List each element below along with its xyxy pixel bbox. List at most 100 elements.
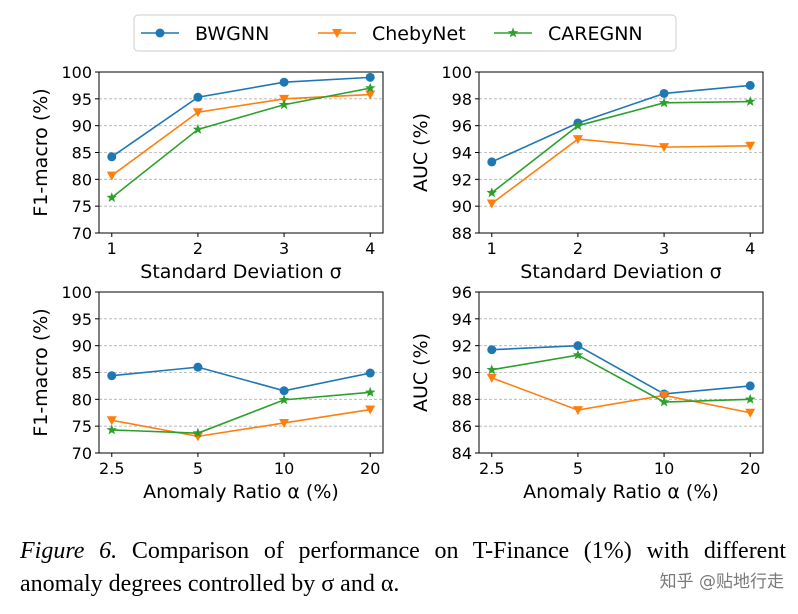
data-point-caregnn	[365, 386, 376, 397]
data-point-bwgnn	[365, 72, 375, 82]
series-line-caregnn	[491, 100, 751, 194]
y-tick-label: 90	[452, 364, 472, 383]
series-line-bwgnn	[491, 344, 751, 395]
x-tick-label: 2.5	[479, 459, 504, 478]
y-tick-label: 80	[72, 170, 92, 189]
data-point-caregnn	[278, 99, 290, 110]
y-tick-label: 90	[452, 197, 472, 216]
plot-frame	[478, 71, 764, 234]
y-tick-label: 86	[452, 417, 472, 436]
x-tick-label: 2	[573, 239, 583, 258]
data-point-bwgnn	[659, 88, 669, 98]
legend-label-bwgnn: BWGNN	[195, 23, 269, 45]
data-point-caregnn	[745, 393, 756, 404]
subplot-4: 84 86 88 90 92 94 96 2.5 5 10 20 Anomaly Ratio α (%…	[410, 283, 764, 503]
y-tick-label: 80	[72, 390, 92, 409]
y-tick-label: 75	[72, 197, 92, 216]
series-line-bwgnn	[111, 76, 371, 158]
data-point-caregnn	[745, 96, 756, 106]
data-point-chebynet	[659, 143, 670, 153]
x-tick-label: 4	[745, 239, 755, 258]
data-point-chebynet	[192, 108, 203, 118]
legend-frame	[133, 14, 677, 52]
figure-caption: Figure 6. Comparison of performance on T…	[20, 535, 786, 601]
y-axis-label: F1-macro (%)	[30, 88, 52, 216]
y-tick-label: 94	[452, 144, 472, 163]
x-tick-label: 3	[279, 239, 289, 258]
y-tick-label: 95	[72, 90, 92, 109]
y-tick-label: 85	[72, 144, 92, 163]
data-point-chebynet	[486, 199, 497, 209]
data-point-bwgnn	[279, 77, 289, 87]
legend-label-caregnn: CAREGNN	[548, 23, 643, 45]
data-point-bwgnn	[745, 381, 755, 391]
legend-marker-chebynet	[332, 29, 342, 38]
data-point-chebynet	[365, 405, 376, 415]
data-point-bwgnn	[107, 371, 117, 381]
legend-label-chebynet: ChebyNet	[372, 23, 466, 45]
x-tick-label: 4	[365, 239, 375, 258]
y-tick-label: 92	[452, 337, 472, 356]
data-point-chebynet	[365, 90, 376, 100]
y-axis-label: F1-macro (%)	[30, 308, 52, 436]
series-line-caregnn	[491, 354, 751, 403]
x-axis-label: Anomaly Ratio α (%)	[143, 481, 339, 503]
series-line-caregnn	[111, 391, 371, 434]
subplot-3: 70 75 80 85 90 95 100 2.5 5 10 20 Anomaly Ratio α (…	[30, 283, 384, 503]
caption-text: Comparison of performance on T-Finance (…	[20, 538, 787, 597]
data-point-bwgnn	[573, 341, 583, 351]
data-point-bwgnn	[487, 345, 497, 355]
data-point-chebynet	[745, 408, 756, 418]
legend-marker-caregnn	[507, 27, 519, 38]
data-point-caregnn	[572, 120, 584, 131]
y-tick-label: 88	[452, 224, 472, 243]
y-tick-label: 70	[72, 444, 92, 463]
x-tick-label: 1	[107, 239, 117, 258]
data-point-caregnn	[486, 364, 497, 375]
x-tick-label: 20	[740, 459, 760, 478]
data-point-bwgnn	[193, 362, 203, 372]
series-line-chebynet	[111, 93, 371, 177]
series-line-bwgnn	[491, 84, 751, 163]
data-point-chebynet	[659, 391, 670, 401]
plot-frame	[478, 291, 764, 454]
data-point-caregnn	[192, 123, 204, 134]
y-tick-label: 96	[452, 117, 472, 136]
data-point-caregnn	[365, 82, 376, 93]
data-point-chebynet	[745, 141, 756, 151]
y-tick-label: 95	[72, 310, 92, 329]
data-point-chebynet	[106, 171, 117, 181]
series-line-chebynet	[491, 377, 751, 414]
subplot-1: 70 75 80 85 90 95 100 1 2 3 4 Standard Deviation σ F…	[30, 63, 384, 283]
data-point-caregnn	[572, 349, 584, 360]
data-point-bwgnn	[745, 80, 755, 90]
data-point-caregnn	[658, 396, 670, 407]
series-line-chebynet	[111, 408, 371, 438]
series-line-bwgnn	[111, 366, 371, 392]
y-tick-label: 90	[72, 117, 92, 136]
y-tick-label: 94	[452, 310, 472, 329]
y-tick-label: 84	[452, 444, 472, 463]
x-tick-label: 2	[193, 239, 203, 258]
data-point-chebynet	[572, 135, 583, 145]
y-tick-label: 96	[452, 283, 472, 302]
plot-frame	[98, 71, 384, 234]
plot-frame	[98, 291, 384, 454]
data-point-chebynet	[106, 416, 117, 426]
x-axis-label: Standard Deviation σ	[520, 261, 721, 283]
x-tick-label: 20	[360, 459, 380, 478]
x-tick-label: 1	[487, 239, 497, 258]
data-point-chebynet	[486, 373, 497, 383]
x-axis-label: Standard Deviation σ	[140, 261, 341, 283]
x-tick-label: 2.5	[99, 459, 124, 478]
y-tick-label: 92	[452, 170, 472, 189]
data-point-caregnn	[192, 427, 204, 438]
data-point-caregnn	[658, 97, 670, 108]
x-tick-label: 3	[659, 239, 669, 258]
x-tick-label: 5	[573, 459, 583, 478]
series-line-caregnn	[111, 87, 371, 199]
y-tick-label: 88	[452, 390, 472, 409]
y-tick-label: 70	[72, 224, 92, 243]
y-tick-label: 100	[61, 283, 92, 302]
